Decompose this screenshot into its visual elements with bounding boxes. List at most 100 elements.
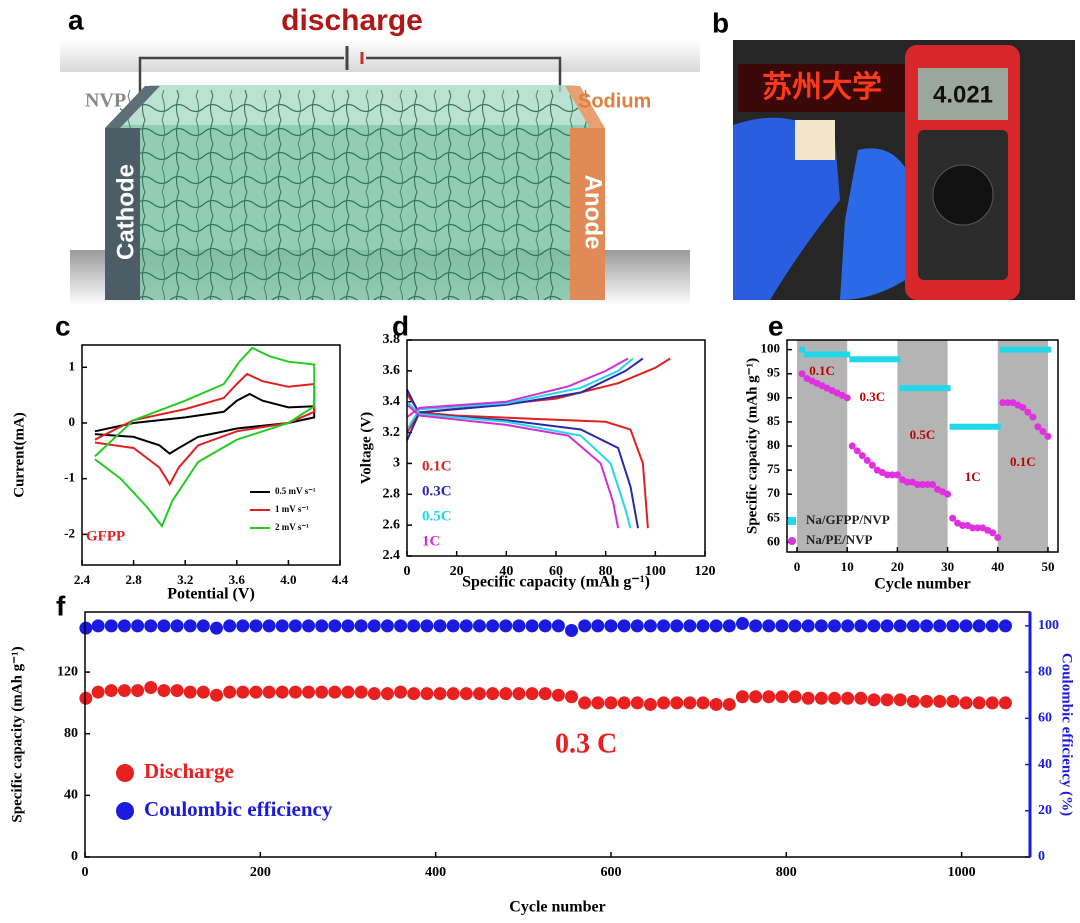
data-point [979, 423, 986, 430]
data-point [849, 356, 856, 363]
data-point [749, 619, 763, 633]
data-point [104, 684, 118, 698]
data-point [302, 685, 316, 699]
data-point [798, 370, 806, 378]
data-point [328, 619, 342, 633]
legend-label: 0.5 mV s⁻¹ [275, 486, 316, 496]
data-point [959, 619, 973, 633]
y-tick-label: 60 [767, 533, 780, 548]
y-tick-label: 1 [69, 358, 76, 373]
data-point [91, 685, 105, 699]
data-point [341, 685, 355, 699]
data-point [946, 694, 960, 708]
data-point [809, 351, 816, 358]
data-point [696, 619, 710, 633]
data-point [864, 356, 871, 363]
data-point [949, 514, 957, 522]
data-point [999, 346, 1006, 353]
annotation: GFPP [86, 528, 125, 544]
data-point [1034, 423, 1042, 431]
rate-label: 1C [965, 469, 981, 484]
data-point [914, 385, 921, 392]
material-label: NVP [85, 90, 126, 112]
data-line [406, 400, 632, 529]
x-tick-label: 1000 [948, 865, 976, 880]
data-point [906, 694, 920, 708]
data-point [893, 471, 901, 479]
x-tick-label: 40 [499, 564, 513, 579]
polymer-network [120, 90, 590, 300]
data-point [874, 356, 881, 363]
data-point [380, 687, 394, 701]
data-point [854, 619, 868, 633]
glove [840, 148, 920, 300]
data-point [762, 619, 776, 633]
data-point [909, 385, 916, 392]
y2-tick-label: 20 [1038, 803, 1052, 818]
data-point [964, 423, 971, 430]
x-tick-label: 2.8 [125, 572, 142, 587]
rate-band [897, 340, 948, 552]
rate-label: 0.1C [1010, 454, 1036, 469]
x-axis-label: Potential (V) [167, 586, 255, 603]
legend-label: 0.3C [422, 483, 452, 499]
panel-label: e [768, 310, 784, 341]
chart-panel: 2.4 2.8 3.2 3.6 4.0 4.4 -2 -1 0 1 c Potential (V) Cu… [11, 310, 348, 602]
y-tick-label: 2.6 [383, 517, 401, 532]
data-point [819, 351, 826, 358]
data-point [972, 619, 986, 633]
legend-label: 0.1C [422, 458, 452, 474]
y2-tick-label: 80 [1038, 664, 1052, 679]
data-point [657, 696, 671, 710]
data-point [1039, 346, 1046, 353]
data-point [959, 696, 973, 710]
data-point [969, 423, 976, 430]
data-point [749, 690, 763, 704]
plot-frame [786, 339, 1059, 553]
data-point [565, 690, 579, 704]
data-point [144, 681, 158, 695]
data-point [538, 619, 552, 633]
legend-swatch [788, 517, 796, 525]
data-point [869, 356, 876, 363]
data-point [446, 619, 460, 633]
data-point [131, 619, 145, 633]
panel-label: c [55, 310, 71, 341]
y-tick-label: 3.6 [383, 363, 401, 378]
data-point [998, 619, 1012, 633]
data-point [919, 385, 926, 392]
data-point [1019, 346, 1026, 353]
data-point [79, 691, 93, 705]
data-point [985, 619, 999, 633]
data-point [867, 619, 881, 633]
plot-frame [81, 344, 341, 566]
panel-label: f [56, 590, 66, 621]
data-point [394, 619, 408, 633]
rate-label: 0.5C [910, 427, 936, 442]
data-point [949, 423, 956, 430]
data-point [867, 693, 881, 707]
data-point [525, 687, 539, 701]
data-point [1029, 413, 1037, 421]
y2-axis-label: Coulombic efficiency (%) [1059, 653, 1075, 816]
data-point [829, 351, 836, 358]
data-point [969, 524, 977, 532]
rate-band [797, 340, 848, 552]
data-point [841, 691, 855, 705]
data-point [889, 356, 896, 363]
data-point [998, 696, 1012, 710]
y-tick-label: 80 [767, 437, 780, 452]
legend-label: 1C [422, 533, 440, 549]
data-point [959, 423, 966, 430]
legend-swatch [788, 537, 796, 545]
data-point [843, 394, 851, 402]
data-point [879, 356, 886, 363]
y-tick-label: 3 [393, 456, 400, 471]
x-tick-label: 100 [645, 564, 666, 579]
y-tick-label: -2 [64, 525, 75, 540]
anode-plate [570, 128, 605, 300]
data-point [1044, 432, 1052, 440]
data-point [722, 619, 736, 633]
x-tick-label: 60 [549, 564, 563, 579]
x-tick-label: 0 [404, 564, 411, 579]
